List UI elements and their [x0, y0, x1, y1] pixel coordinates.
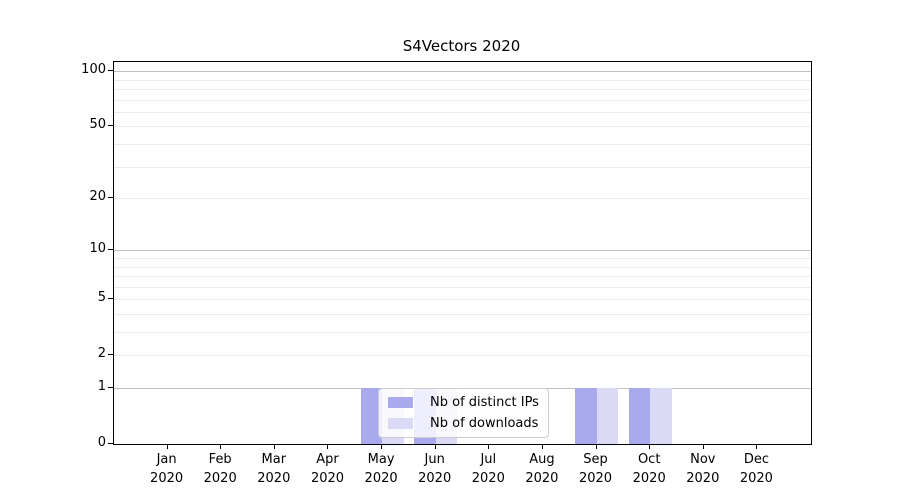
gridline-minor: [114, 266, 811, 268]
chart-title: S4Vectors 2020: [402, 37, 521, 55]
x-tick-month: Jun: [424, 452, 445, 467]
x-tick-mark: [596, 444, 597, 449]
gridline-minor: [114, 198, 811, 199]
x-tick-month: Aug: [529, 452, 555, 467]
legend-item-downloads: Nb of downloads: [388, 416, 539, 431]
x-tick-month: Oct: [637, 452, 661, 467]
x-tick-year: 2020: [686, 471, 720, 486]
gridline-minor: [114, 166, 811, 168]
y-tick-label: 1: [97, 379, 106, 394]
x-tick-year: 2020: [310, 471, 345, 486]
x-tick-label: Jun 2020: [403, 450, 467, 488]
y-tick-mark: [108, 70, 113, 71]
x-tick-mark: [274, 444, 275, 449]
gridline-minor: [114, 111, 811, 113]
x-tick-month: Jan: [156, 452, 177, 467]
x-tick-month: Dec: [743, 452, 769, 467]
gridline-minor: [114, 276, 811, 277]
y-tick-mark: [108, 125, 113, 126]
x-tick-mark: [167, 444, 168, 449]
legend-swatch-downloads: [388, 418, 413, 429]
gridline-minor: [114, 314, 811, 315]
y-tick-label: 5: [97, 290, 106, 306]
x-tick-mark: [488, 444, 489, 449]
x-tick-label: Mar 2020: [242, 450, 306, 488]
x-tick-label: Nov 2020: [671, 450, 735, 488]
x-tick-label: Jul 2020: [456, 450, 520, 488]
y-tick-mark: [108, 443, 113, 444]
gridline-minor: [114, 355, 811, 357]
gridline-minor: [114, 126, 811, 128]
x-tick-year: 2020: [471, 471, 505, 486]
legend-label-distinct-ips: Nb of distinct IPs: [430, 395, 539, 410]
x-tick-mark: [756, 444, 757, 449]
gridline-minor: [114, 299, 811, 301]
x-tick-year: 2020: [632, 471, 666, 486]
x-tick-year: 2020: [418, 471, 452, 486]
x-tick-label: May 2020: [349, 450, 413, 488]
x-tick-year: 2020: [257, 471, 291, 486]
x-tick-year: 2020: [150, 471, 184, 486]
x-tick-month: Apr: [316, 452, 339, 467]
y-tick-label: 100: [81, 62, 106, 78]
x-tick-month: May: [367, 452, 395, 467]
bar-downloads: [650, 388, 672, 444]
gridline-minor: [114, 332, 811, 333]
x-tick-mark: [649, 444, 650, 449]
x-tick-year: 2020: [578, 471, 613, 486]
x-tick-mark: [220, 444, 221, 449]
x-tick-month: Sep: [583, 452, 608, 467]
legend-item-distinct-ips: Nb of distinct IPs: [388, 395, 539, 410]
bar-distinct-ips: [360, 388, 383, 444]
x-tick-label: Aug 2020: [510, 450, 574, 488]
x-tick-year: 2020: [364, 471, 398, 486]
gridline-minor: [114, 258, 811, 259]
bar-downloads: [596, 388, 618, 444]
y-tick-mark: [108, 197, 113, 198]
x-tick-month: Feb: [208, 452, 232, 467]
x-tick-month: Nov: [690, 452, 716, 467]
x-tick-label: Sep 2020: [564, 450, 628, 488]
x-tick-label: Apr 2020: [296, 450, 360, 488]
y-tick-label: 2: [97, 346, 106, 362]
x-tick-month: Mar: [261, 452, 287, 467]
gridline-minor: [114, 286, 811, 288]
y-tick-label: 0: [97, 435, 106, 450]
x-tick-mark: [435, 444, 436, 449]
legend: Nb of distinct IPs Nb of downloads: [378, 388, 549, 438]
x-tick-label: Oct 2020: [617, 450, 681, 488]
x-tick-mark: [542, 444, 543, 449]
y-tick-label: 10: [89, 241, 106, 257]
legend-label-downloads: Nb of downloads: [430, 416, 539, 431]
gridline-minor: [114, 79, 811, 81]
x-tick-mark: [327, 444, 328, 449]
x-tick-label: Dec 2020: [724, 450, 788, 488]
x-tick-label: Feb 2020: [188, 450, 252, 488]
x-tick-label: Jan 2020: [135, 450, 199, 488]
y-tick-mark: [108, 387, 113, 388]
y-tick-mark: [108, 249, 113, 250]
gridline-minor: [114, 88, 811, 90]
x-tick-mark: [703, 444, 704, 449]
y-tick-mark: [108, 354, 113, 355]
y-tick-mark: [108, 298, 113, 299]
y-tick-label: 20: [89, 189, 106, 204]
legend-swatch-distinct-ips: [388, 397, 413, 408]
x-tick-year: 2020: [739, 471, 773, 486]
gridline-major: [114, 71, 811, 73]
gridline-minor: [114, 143, 811, 145]
x-tick-mark: [381, 444, 382, 449]
gridline-minor: [114, 99, 811, 101]
x-tick-month: Jul: [480, 452, 497, 467]
bar-distinct-ips: [575, 388, 597, 444]
y-tick-label: 50: [89, 117, 106, 133]
gridline-major: [114, 250, 811, 252]
bar-distinct-ips: [628, 388, 651, 444]
x-tick-year: 2020: [525, 471, 559, 486]
x-tick-year: 2020: [203, 471, 237, 486]
